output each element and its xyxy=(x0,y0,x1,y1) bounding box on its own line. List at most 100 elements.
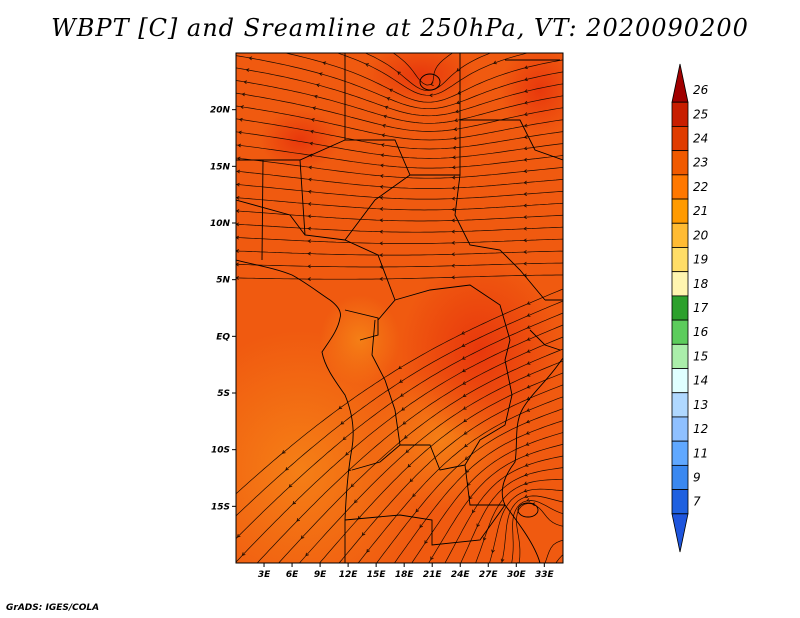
streamline-arrow xyxy=(322,61,327,65)
streamline-arrow xyxy=(241,92,246,97)
streamline-arrow xyxy=(524,100,528,105)
streamline-arrow xyxy=(415,508,420,513)
streamline-arrow xyxy=(253,45,256,48)
streamline-arrow xyxy=(307,202,312,206)
warm-zone-north xyxy=(365,53,475,105)
streamline-arrow xyxy=(236,182,240,187)
streamline-arrow xyxy=(523,169,528,173)
colorbar-label: 23 xyxy=(693,156,708,170)
streamline-arrow xyxy=(236,534,241,538)
streamline-arrow xyxy=(510,563,513,566)
streamline xyxy=(236,80,563,124)
streamline-arrow xyxy=(307,239,311,244)
streamline xyxy=(319,372,563,563)
colorbar-label: 11 xyxy=(693,446,708,460)
streamline xyxy=(256,336,563,563)
streamline-arrow xyxy=(524,89,528,93)
streamline-arrow xyxy=(523,226,527,231)
streamline-arrow xyxy=(240,105,244,109)
streamline-arrow xyxy=(451,275,455,280)
border-chad xyxy=(344,174,411,241)
streamline-arrow xyxy=(472,509,476,514)
streamline-arrow xyxy=(401,407,405,411)
streamline-arrow xyxy=(379,207,384,211)
streamline xyxy=(475,478,563,563)
colorbar-segment xyxy=(671,416,689,442)
streamline-arrow xyxy=(318,72,323,76)
lat-tick-label: EQ xyxy=(216,332,230,342)
border-niger xyxy=(261,159,264,261)
streamline-arrow xyxy=(429,93,433,98)
colorbar-segment xyxy=(671,222,689,248)
colorbar-label: 25 xyxy=(693,107,708,121)
streamline-arrow xyxy=(451,207,455,212)
streamline-arrow xyxy=(524,472,528,477)
streamline xyxy=(236,92,563,132)
colorbar-segment xyxy=(671,271,689,297)
lon-tick-label: 3E xyxy=(258,570,271,580)
streamline-arrow xyxy=(379,174,384,178)
streamline-arrow xyxy=(384,105,389,110)
streamline-arrow xyxy=(462,381,467,385)
colorbar-label: 22 xyxy=(693,180,708,194)
streamline-arrow xyxy=(451,196,456,201)
streamline-arrow xyxy=(523,215,527,219)
border-kenya xyxy=(529,329,561,351)
streamline-arrow xyxy=(407,463,411,468)
streamline-arrow xyxy=(526,337,531,341)
lat-tick-label: 10S xyxy=(211,446,230,456)
streamline-arrow xyxy=(405,449,410,453)
colorbar-label: 17 xyxy=(693,301,709,315)
streamline-arrow xyxy=(461,356,466,360)
streamline xyxy=(236,157,563,179)
streamline-arrow xyxy=(456,67,461,72)
streamline-arrow xyxy=(307,214,312,219)
colorbar-segment xyxy=(671,247,689,273)
streamline-arrow xyxy=(526,419,530,424)
streamline-arrow xyxy=(453,127,458,132)
lat-tick-label: 5N xyxy=(216,276,230,286)
streamline xyxy=(357,396,563,563)
streamline-arrow xyxy=(451,186,456,190)
streamline-arrow xyxy=(238,130,242,135)
lat-tick-label: 15S xyxy=(211,502,230,512)
streamline-arrow xyxy=(386,97,391,101)
streamline-arrow xyxy=(379,253,383,258)
colorbar-segment xyxy=(671,150,689,176)
streamline-arrow xyxy=(461,331,465,335)
warm-zone-northwest xyxy=(260,110,340,170)
lon-tick-label: 27E xyxy=(479,570,499,580)
streamline-arrow xyxy=(233,516,236,519)
streamline-arrow xyxy=(526,361,531,365)
colorbar-bottom-arrow xyxy=(671,513,689,553)
warm-zone-northeast xyxy=(500,53,563,135)
streamline-arrow xyxy=(500,558,505,563)
streamline xyxy=(501,495,563,563)
longitude-axis: 3E 6E 9E 12E 15E 18E 21E 24E 27E 30E 33E xyxy=(258,563,554,580)
streamline-arrow xyxy=(525,452,529,457)
colorbar-label: 26 xyxy=(693,83,709,97)
lon-tick-label: 9E xyxy=(314,570,327,580)
streamline-arrow xyxy=(452,145,457,150)
streamline-arrow xyxy=(451,263,455,268)
streamline-arrow xyxy=(452,136,457,141)
lat-tick-label: 20N xyxy=(210,106,231,116)
latitude-axis: 20N 15N 10N 5N EQ 5S 10S 15S xyxy=(210,106,236,512)
streamline-arrow xyxy=(239,117,243,122)
coastline-west xyxy=(236,259,354,563)
streamline-arrow xyxy=(526,384,531,389)
streamline-arrow xyxy=(316,83,320,88)
streamline-arrow xyxy=(397,71,401,75)
streamline-arrow xyxy=(430,556,434,561)
streamline-arrow xyxy=(288,483,293,488)
streamline xyxy=(402,43,416,51)
streamline-arrow xyxy=(452,155,456,160)
streamline-arrow xyxy=(308,153,313,158)
streamline-arrow xyxy=(404,435,408,439)
streamline-arrow xyxy=(455,109,459,114)
colorbar-segment xyxy=(671,319,689,345)
streamline xyxy=(392,53,454,86)
border-angola xyxy=(351,444,401,471)
border-mali xyxy=(236,199,306,236)
